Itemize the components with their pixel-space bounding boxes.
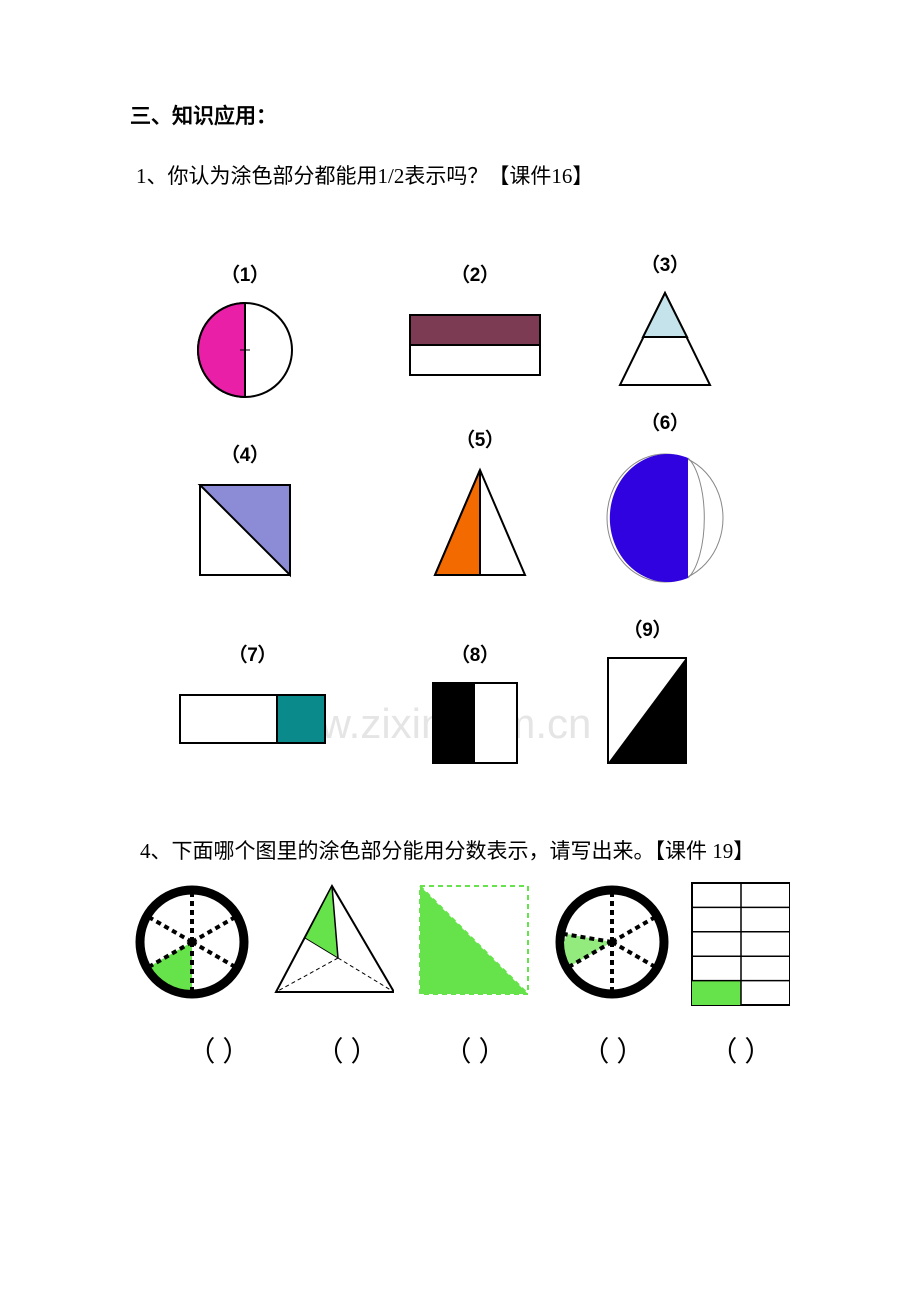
question-1-text: 1、你认为涂色部分都能用1/2表示吗？【课件16】 bbox=[136, 160, 790, 190]
shape-1-circle-half bbox=[190, 295, 300, 405]
shape-q4-grid bbox=[689, 880, 790, 1008]
answer-blank-4: （ ） bbox=[554, 1030, 672, 1070]
shape-5-triangle-half bbox=[425, 460, 535, 585]
shape-label-1: （1） bbox=[221, 260, 270, 287]
question-4-text: 4、下面哪个图里的涂色部分能用分数表示，请写出来。【课件 19】 bbox=[140, 835, 790, 865]
shape-q4-triangle bbox=[270, 880, 395, 1000]
shape-q4-circle-d bbox=[550, 880, 670, 1005]
shape-9-rect-diagonal bbox=[600, 650, 695, 770]
shape-label-7: （7） bbox=[228, 640, 277, 667]
answer-blank-3: （ ） bbox=[416, 1030, 534, 1070]
shape-2-rect-half bbox=[400, 295, 550, 385]
shape-label-2: （2） bbox=[451, 260, 500, 287]
shape-label-3: （3） bbox=[641, 250, 690, 277]
shape-label-4: （4） bbox=[221, 440, 270, 467]
shape-3-triangle-top bbox=[610, 285, 720, 395]
answer-parentheses-row: （ ） （ ） （ ） （ ） （ ） bbox=[160, 1030, 790, 1070]
shape-label-9: （9） bbox=[623, 615, 672, 642]
shape-label-6: （6） bbox=[641, 408, 690, 435]
section-title: 三、知识应用： bbox=[130, 100, 790, 130]
shape-q4-circle-a bbox=[130, 880, 250, 1005]
shape-8-square-half bbox=[425, 675, 525, 770]
shapes-row-q4 bbox=[130, 880, 790, 1008]
shape-q4-square bbox=[414, 880, 529, 1000]
answer-blank-5: （ ） bbox=[692, 1030, 790, 1070]
shape-7-rect-part bbox=[175, 675, 330, 750]
shape-label-8: （8） bbox=[451, 640, 500, 667]
shapes-grid-q1: www.zixin.com.cn （1） （2） （3） bbox=[150, 260, 810, 820]
answer-blank-2: （ ） bbox=[298, 1030, 396, 1070]
shape-6-ellipse bbox=[600, 443, 730, 588]
answer-blank-1: （ ） bbox=[160, 1030, 278, 1070]
shape-label-5: （5） bbox=[456, 425, 505, 452]
shape-4-square-diagonal bbox=[190, 475, 300, 585]
